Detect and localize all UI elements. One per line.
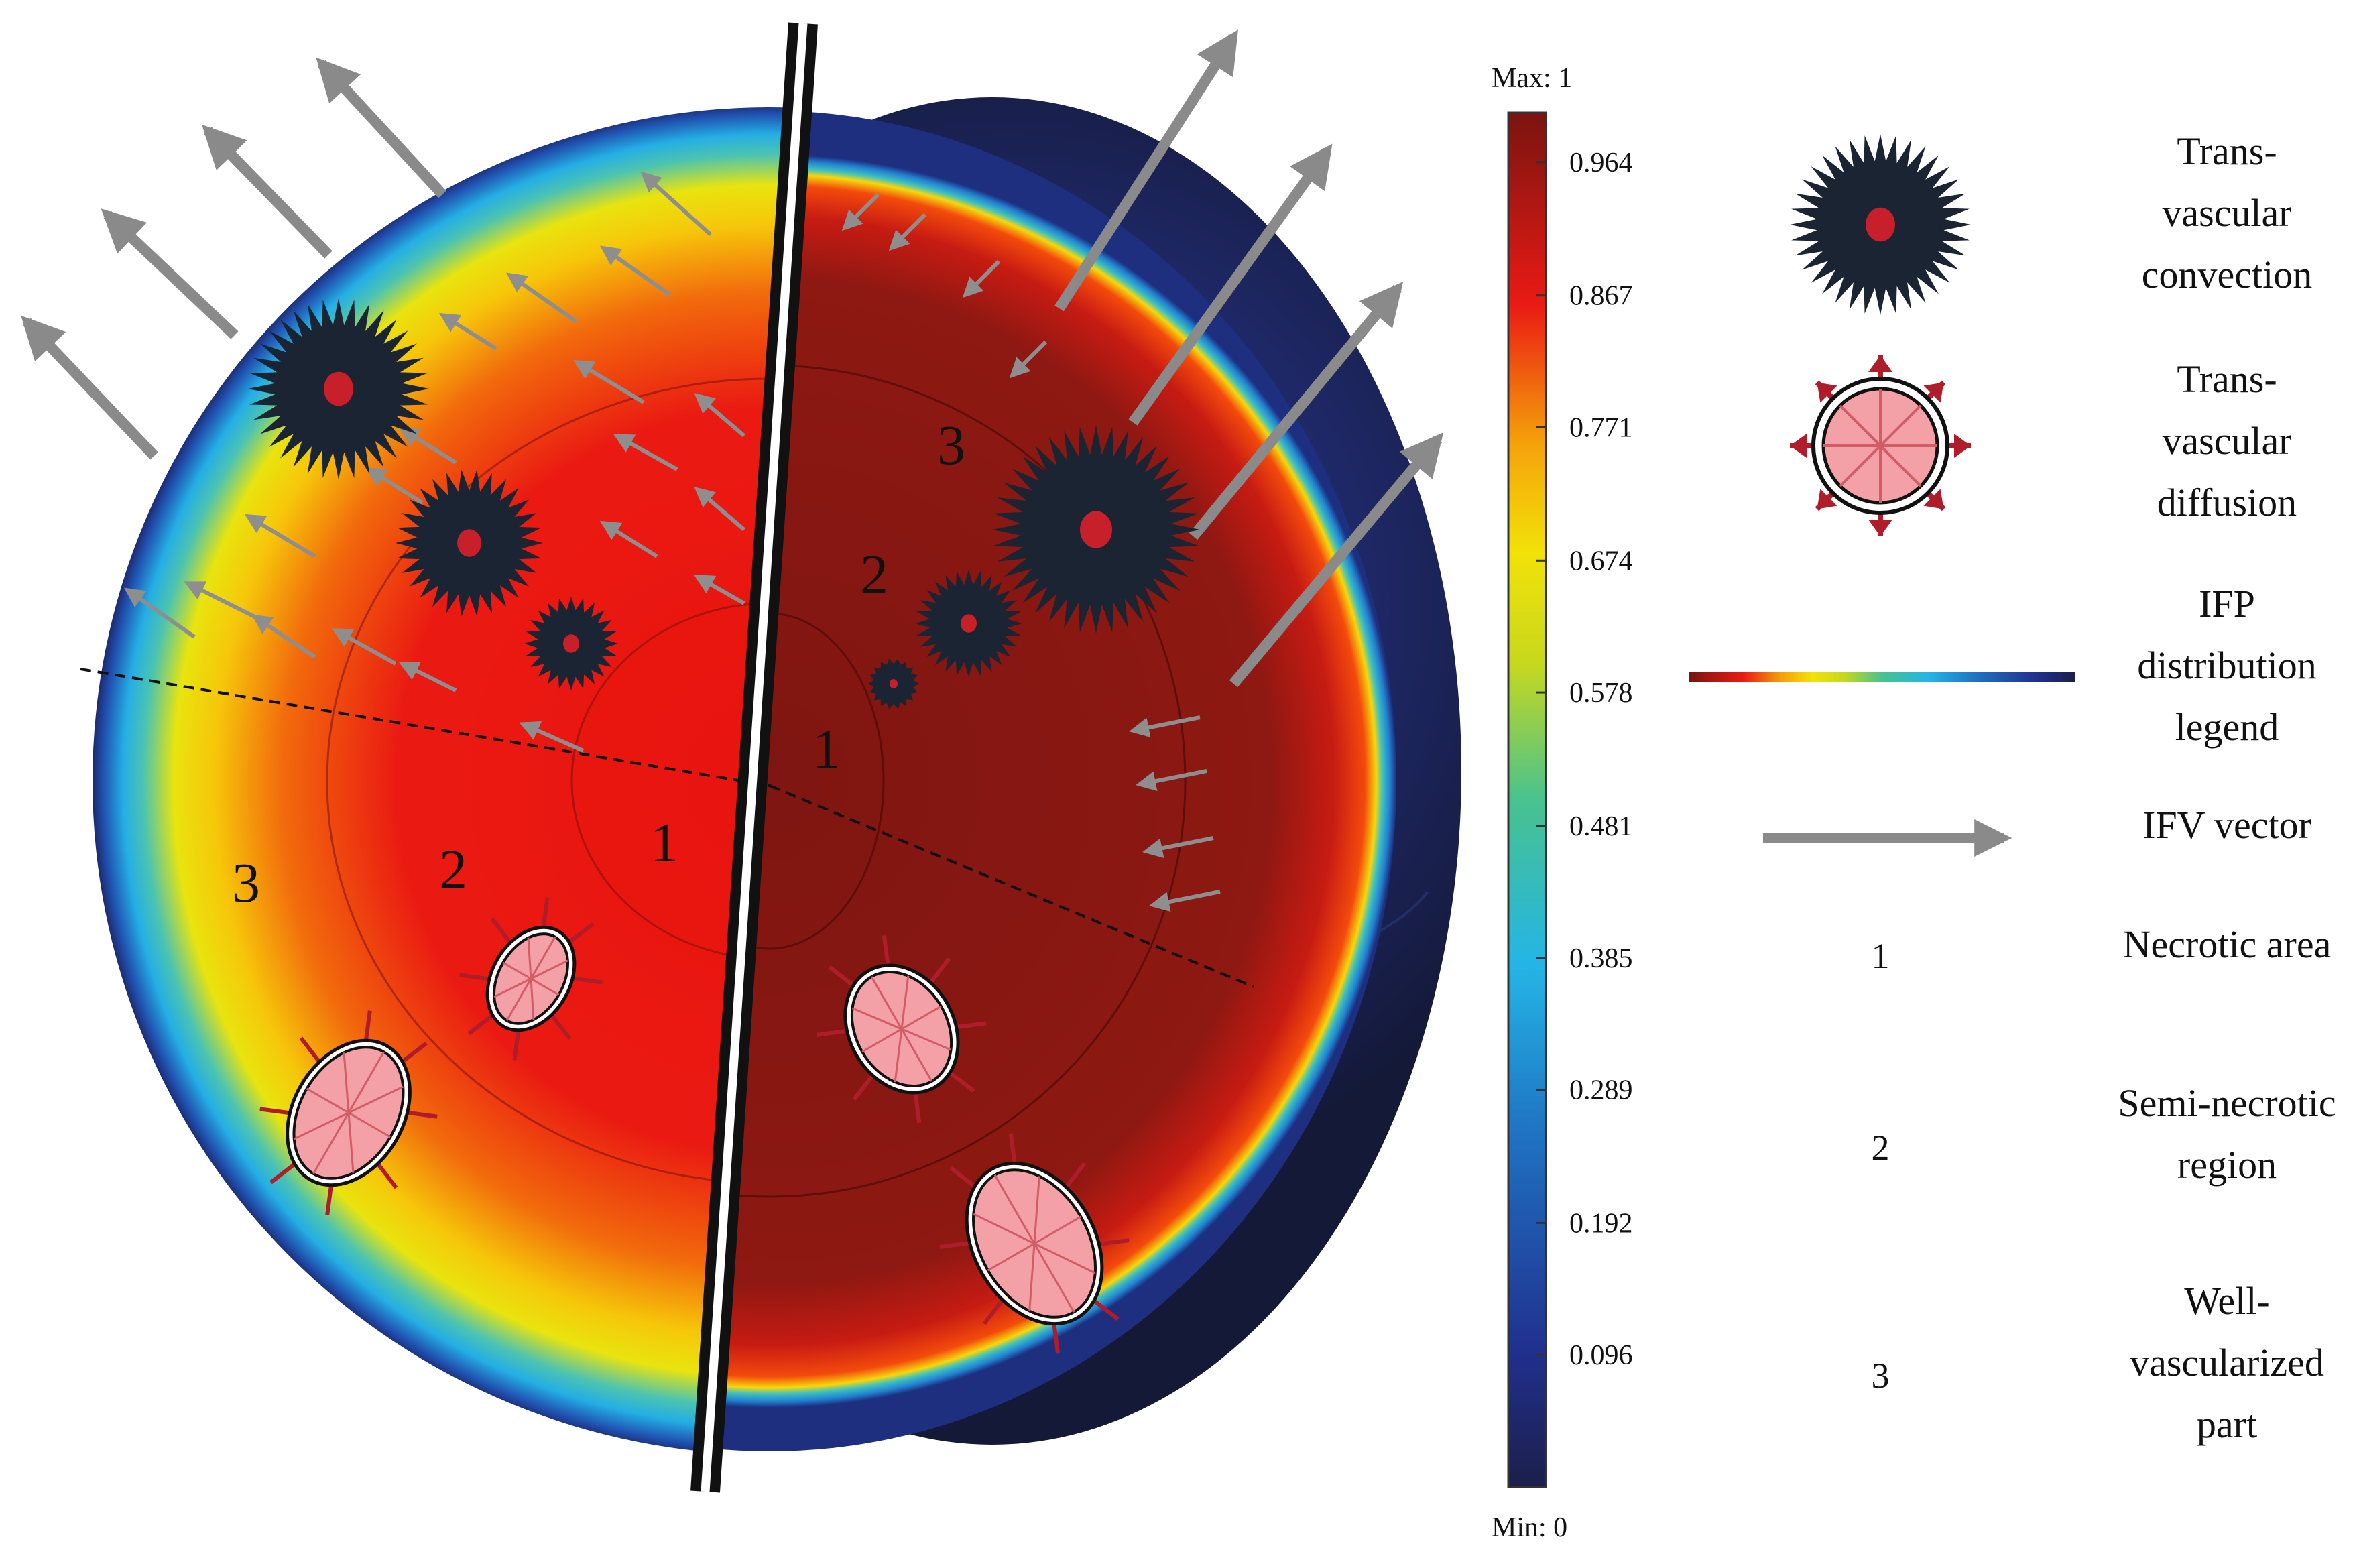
ifv-arrow-small <box>398 426 457 465</box>
region-label-right-2: 2 <box>860 544 888 606</box>
convection-vessel-icon <box>992 426 1200 634</box>
ifv-arrow-small <box>1142 836 1214 859</box>
section-separator <box>690 22 818 1493</box>
diffusion-vessel-icon <box>939 1133 1130 1354</box>
ifv-arrow-large <box>316 57 446 198</box>
colorbar-tick-label: 0.771 <box>1569 412 1633 443</box>
legend-label: Semi-necrotic region <box>2118 1081 2336 1187</box>
ifv-arrow-small <box>184 581 256 619</box>
colorbar-tick-label: 0.867 <box>1569 281 1633 312</box>
legend-label: Trans-vascular diffusion <box>2157 357 2297 524</box>
diffusion-vessel-icon <box>459 897 603 1061</box>
ifv-arrow-small <box>1149 890 1221 912</box>
convection-vessel-icon <box>396 469 543 617</box>
legend-label: IFV vector <box>2142 803 2311 847</box>
ifv-arrow-small <box>841 192 880 231</box>
colorbar-tick-label: 0.096 <box>1569 1340 1633 1371</box>
ifv-arrow-small <box>694 393 745 438</box>
diffusion-vessel-icon <box>259 1010 438 1215</box>
ifv-arrow-small <box>398 662 457 692</box>
ifv-arrow-small <box>365 467 424 505</box>
legend-diffusion-icon <box>1790 355 1971 536</box>
ifv-arrow-large <box>1128 143 1333 426</box>
ifv-arrow-small <box>640 171 713 237</box>
legend-label: IFP distribution legend <box>2137 582 2316 749</box>
legend: 1 2 3 Trans-vascular convectionTrans-vasc… <box>1689 129 2336 1446</box>
colorbar-tick-label: 0.289 <box>1569 1075 1633 1106</box>
region-label-right-1: 1 <box>812 718 841 780</box>
legend-symbol-2: 2 <box>1872 1128 1890 1168</box>
colorbar: Max: 1 0.964 0.867 0.771 0.674 0.578 0.481 0.3… <box>1492 63 1633 1543</box>
convection-vessel-icon <box>524 597 618 690</box>
ifv-arrow-small <box>1009 340 1048 379</box>
legend-convection-icon <box>1790 134 1971 315</box>
ifv-arrow-small <box>331 628 397 666</box>
ifv-arrow-small <box>613 434 678 471</box>
region-labels: 3 2 1 3 2 1 <box>232 414 965 914</box>
colorbar-tick-label: 0.674 <box>1569 546 1633 577</box>
ifv-arrow-small <box>244 514 316 558</box>
ifv-arrow-small <box>888 213 927 251</box>
ifv-arrow-large <box>1054 29 1238 312</box>
ifv-arrow-large <box>202 124 333 259</box>
convection-vessels <box>248 298 1200 709</box>
convection-vessel-icon <box>915 570 1022 677</box>
ifv-arrow-small <box>438 312 497 351</box>
cut-lines <box>80 668 1254 988</box>
ifv-arrow-large <box>1229 432 1444 688</box>
ifv-arrow-small <box>572 359 645 404</box>
ifv-arrow-large <box>21 315 158 460</box>
region-label-left-2: 2 <box>439 839 467 901</box>
legend-label: Necrotic area <box>2123 922 2332 966</box>
colorbar-tick-label: 0.964 <box>1569 147 1633 178</box>
ifv-arrow-small <box>693 575 745 605</box>
diffusion-vessels <box>259 897 1130 1354</box>
legend-labels: Trans-vascular convection Trans-vascular di… <box>2118 129 2336 1446</box>
legend-label: Trans-vascular convection <box>2142 129 2312 296</box>
ifv-arrow-small <box>124 587 196 639</box>
convection-vessel-icon <box>1790 134 1971 315</box>
colorbar-tick-label: 0.192 <box>1569 1208 1633 1239</box>
colorbar-min-label: Min: 0 <box>1492 1512 1567 1543</box>
diffusion-vessel-icon <box>817 935 987 1123</box>
ifv-arrow-small <box>694 487 745 532</box>
legend-ifp-line <box>1689 672 2075 682</box>
colorbar-max-label: Max: 1 <box>1492 63 1572 94</box>
ifv-arrow-small <box>506 272 578 324</box>
ifv-arrow-small <box>962 259 1001 298</box>
region-label-left-3: 3 <box>232 852 260 914</box>
legend-diffusion-shape <box>1790 355 1971 536</box>
convection-vessel-icon <box>868 658 919 709</box>
colorbar-bar <box>1507 111 1547 1488</box>
legend-label: Well-vascularized part <box>2130 1279 2324 1446</box>
ifv-arrow-large <box>1189 282 1404 540</box>
region-label-left-1: 1 <box>650 812 678 874</box>
ifv-arrow-large <box>101 208 239 339</box>
legend-symbol-3: 3 <box>1872 1355 1890 1396</box>
legend-symbol-1: 1 <box>1872 936 1890 976</box>
colorbar-tick-label: 0.578 <box>1569 678 1633 709</box>
ifv-arrow-small <box>251 614 316 659</box>
convection-vessel-icon <box>248 298 429 479</box>
region-label-right-3: 3 <box>937 414 965 477</box>
ifv-arrow-small <box>599 520 658 558</box>
ifv-large-arrows <box>21 29 1444 688</box>
ifv-arrow-small <box>600 245 672 297</box>
colorbar-ticks: 0.964 0.867 0.771 0.674 0.578 0.481 0.385 0.289… <box>1536 147 1633 1371</box>
ifv-arrow-small <box>1129 715 1201 738</box>
colorbar-tick-label: 0.481 <box>1569 811 1633 842</box>
ifv-arrow-small <box>1136 769 1207 792</box>
ifv-arrow-small <box>519 721 585 753</box>
colorbar-tick-label: 0.385 <box>1569 943 1633 974</box>
ifv-small-arrows <box>124 171 1221 912</box>
